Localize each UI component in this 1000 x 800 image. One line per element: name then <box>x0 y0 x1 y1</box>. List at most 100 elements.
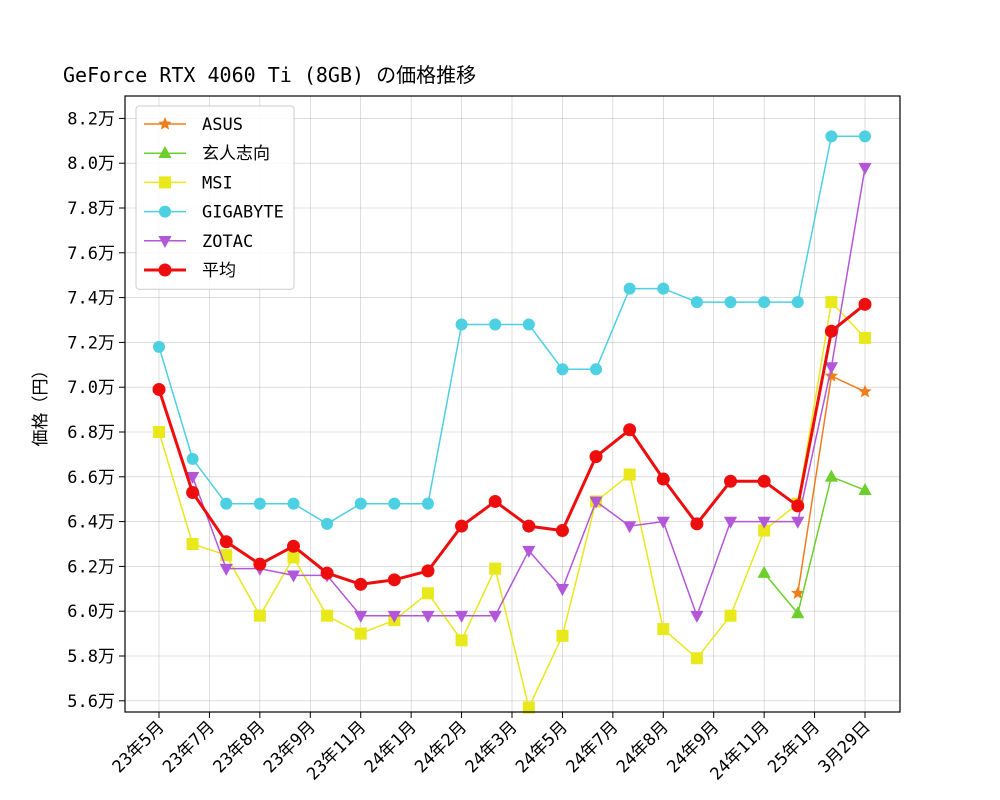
data-point <box>489 318 502 331</box>
series-5 <box>152 297 872 591</box>
data-point <box>824 469 838 482</box>
series-line <box>157 303 866 586</box>
data-point <box>287 551 300 564</box>
data-point <box>219 535 233 549</box>
y-tick-label: 5.8万 <box>67 647 115 667</box>
data-point <box>757 474 771 488</box>
data-point <box>858 162 872 175</box>
x-tick-label: 25年1月 <box>764 717 824 777</box>
data-point <box>623 521 637 534</box>
legend-box <box>135 105 295 290</box>
legend-label: 平均 <box>202 261 236 281</box>
data-point <box>791 606 805 619</box>
series-3 <box>153 130 871 530</box>
data-point <box>623 468 636 481</box>
x-tick-label: 24年7月 <box>562 717 622 777</box>
data-point <box>354 577 368 591</box>
data-point <box>253 609 266 622</box>
data-point <box>791 516 805 529</box>
data-point <box>153 340 165 353</box>
legend-marker <box>158 263 172 277</box>
legend-marker <box>159 176 171 189</box>
legend-marker <box>159 205 171 218</box>
x-tick-label: 3月29日 <box>815 717 875 777</box>
data-point <box>724 609 737 622</box>
data-point <box>320 566 334 580</box>
data-point <box>656 516 670 529</box>
series-2 <box>153 296 871 714</box>
data-point <box>421 610 435 623</box>
legend-label: MSI <box>202 173 233 193</box>
y-tick-label: 8.2万 <box>67 109 115 129</box>
data-point <box>657 623 670 636</box>
data-point <box>522 519 536 533</box>
data-point <box>757 565 771 578</box>
data-point <box>859 331 871 344</box>
data-point <box>421 497 434 510</box>
y-tick-label: 6.2万 <box>67 557 115 577</box>
data-point <box>824 362 838 375</box>
data-point <box>589 450 603 464</box>
data-point <box>489 562 502 575</box>
legend-marker <box>158 146 172 158</box>
y-tick-label: 7.2万 <box>67 333 115 353</box>
data-point <box>455 318 468 331</box>
x-tick-label: 24年8月 <box>613 717 673 777</box>
y-tick-label: 5.6万 <box>67 692 115 712</box>
legend-marker <box>158 117 172 130</box>
x-tick-label: 24年5月 <box>512 717 572 777</box>
data-point <box>724 296 737 309</box>
data-point <box>555 524 569 538</box>
x-tick-label: 23年8月 <box>209 717 269 777</box>
data-point <box>186 538 199 550</box>
data-point <box>555 584 570 596</box>
data-point <box>758 524 771 537</box>
y-tick-label: 7.0万 <box>67 378 115 398</box>
y-tick-label: 6.0万 <box>67 602 115 622</box>
legend-label: GIGABYTE <box>202 203 284 223</box>
x-tick-label: 24年3月 <box>462 717 522 777</box>
data-point <box>825 130 838 143</box>
data-point <box>791 296 804 309</box>
y-tick-label: 8.0万 <box>67 154 115 174</box>
data-point <box>824 369 839 382</box>
data-point <box>657 282 670 295</box>
data-point <box>791 586 805 599</box>
data-point <box>791 499 805 513</box>
data-point <box>690 652 703 665</box>
series-1 <box>757 469 872 619</box>
data-point <box>522 545 536 558</box>
data-point <box>858 483 872 496</box>
data-point <box>387 573 401 587</box>
data-point <box>219 563 233 576</box>
x-tick-label: 23年7月 <box>159 717 219 777</box>
y-tick-label: 6.6万 <box>67 468 115 488</box>
data-point <box>824 324 838 338</box>
chart-title: GeForce RTX 4060 Ti (8GB) の価格推移 <box>63 63 476 87</box>
data-point <box>556 363 569 376</box>
y-tick-label: 7.8万 <box>67 199 115 219</box>
data-point <box>590 363 603 376</box>
data-point <box>724 474 738 488</box>
data-point <box>153 426 165 438</box>
data-point <box>387 610 401 623</box>
data-point <box>623 282 636 295</box>
data-point <box>421 587 434 600</box>
data-point <box>723 516 738 529</box>
legend: ASUS 玄人志向 MSI GIGABYTE ZOTAC 平均 <box>135 105 295 290</box>
data-point <box>220 497 233 510</box>
data-point <box>623 423 637 437</box>
data-point <box>522 701 535 714</box>
data-point <box>858 384 872 398</box>
data-point <box>556 629 569 642</box>
data-point <box>220 549 233 562</box>
legend-label: 玄人志向 <box>202 144 270 164</box>
data-point <box>354 627 367 640</box>
data-point <box>454 610 469 623</box>
data-point <box>152 382 166 396</box>
data-point <box>354 497 367 510</box>
data-point <box>253 497 266 510</box>
y-axis-label: 価格（円） <box>31 362 51 447</box>
series-layer <box>152 130 872 714</box>
